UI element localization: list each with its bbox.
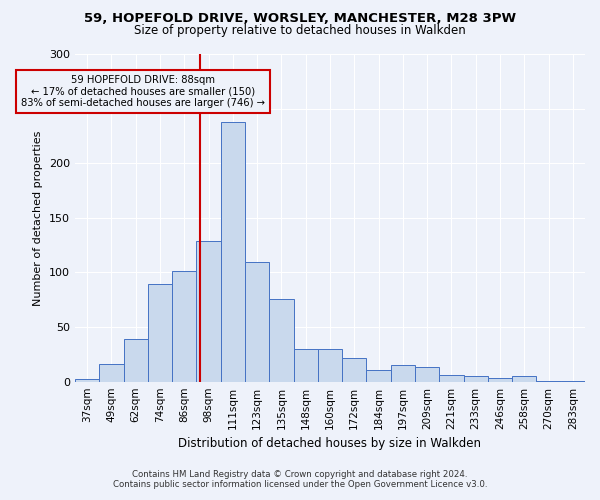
Bar — [415, 368, 439, 382]
Text: 59 HOPEFOLD DRIVE: 88sqm
← 17% of detached houses are smaller (150)
83% of semi-: 59 HOPEFOLD DRIVE: 88sqm ← 17% of detach… — [21, 75, 265, 108]
Bar — [172, 272, 196, 382]
Bar — [439, 375, 464, 382]
Bar — [99, 364, 124, 382]
Bar — [124, 339, 148, 382]
Bar — [245, 262, 269, 382]
Bar — [367, 370, 391, 382]
Bar — [221, 122, 245, 382]
Bar — [75, 380, 99, 382]
Bar — [196, 241, 221, 382]
Bar — [561, 380, 585, 382]
Text: Size of property relative to detached houses in Walkden: Size of property relative to detached ho… — [134, 24, 466, 37]
Bar — [536, 380, 561, 382]
Bar — [488, 378, 512, 382]
Bar — [148, 284, 172, 382]
Bar — [293, 349, 318, 382]
Bar — [391, 366, 415, 382]
Y-axis label: Number of detached properties: Number of detached properties — [34, 130, 43, 306]
Bar — [318, 349, 342, 382]
Bar — [342, 358, 367, 382]
Text: 59, HOPEFOLD DRIVE, WORSLEY, MANCHESTER, M28 3PW: 59, HOPEFOLD DRIVE, WORSLEY, MANCHESTER,… — [84, 12, 516, 26]
Bar — [464, 376, 488, 382]
X-axis label: Distribution of detached houses by size in Walkden: Distribution of detached houses by size … — [179, 437, 482, 450]
Text: Contains HM Land Registry data © Crown copyright and database right 2024.
Contai: Contains HM Land Registry data © Crown c… — [113, 470, 487, 489]
Bar — [512, 376, 536, 382]
Bar — [269, 298, 293, 382]
